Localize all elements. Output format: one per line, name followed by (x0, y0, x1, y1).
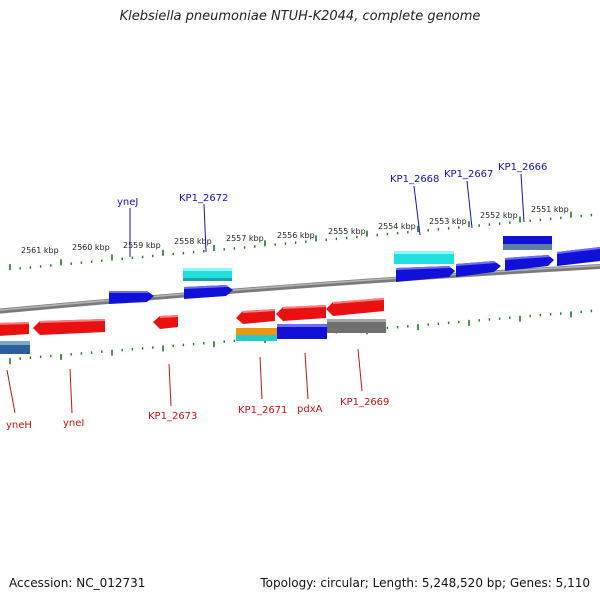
scale-label-2561: 2561 kbp (21, 246, 59, 255)
genome-backbone (0, 264, 600, 314)
other-gene-pdxA[interactable] (277, 324, 327, 339)
scale-label-2554: 2554 kbp (378, 222, 416, 231)
figure-title: Klebsiella pneumoniae NTUH-K2044, comple… (119, 9, 481, 24)
leader-line-KP1_2668 (413, 185, 421, 236)
leader-line-KP1_2671 (259, 356, 263, 400)
scale-label-2560: 2560 kbp (72, 243, 110, 252)
gene-label-KP1_2667[interactable]: KP1_2667 (444, 169, 493, 180)
gene-label-KP1_2668[interactable]: KP1_2668 (390, 174, 439, 185)
gene-label-KP1_2671[interactable]: KP1_2671 (238, 405, 287, 416)
leader-line-KP1_2669 (357, 348, 363, 392)
other-gene-KP1_2666[interactable] (503, 236, 552, 250)
forward-gene-KP1_2668[interactable] (396, 266, 455, 282)
leader-line-yneI (69, 368, 73, 414)
forward-gene-KP1_2667[interactable] (456, 261, 501, 277)
forward-gene-yneJ[interactable] (109, 291, 154, 304)
gene-label-yneH[interactable]: yneH (6, 420, 32, 431)
gene-label-yneI[interactable]: yneI (63, 418, 84, 429)
accession-text: Accession: NC_012731 (9, 576, 146, 590)
other-gene-yneH[interactable] (0, 341, 30, 354)
scale-label-2555: 2555 kbp (328, 227, 366, 236)
forward-gene-KP1_2666[interactable] (505, 255, 554, 271)
leader-line-KP1_2673 (168, 363, 172, 407)
forward-gene-next[interactable] (557, 247, 600, 266)
scale-label-2557: 2557 kbp (226, 234, 264, 243)
forward-gene-KP1_2672[interactable] (184, 285, 233, 299)
rna-gene-KP1_2668[interactable] (394, 251, 454, 264)
scale-label-2552: 2552 kbp (480, 211, 518, 220)
gene-label-KP1_2672[interactable]: KP1_2672 (179, 193, 228, 204)
leader-line-KP1_2672 (203, 203, 207, 253)
gene-label-yneJ[interactable]: yneJ (117, 197, 138, 208)
scale-label-2556: 2556 kbp (277, 231, 315, 240)
reverse-gene-yneH[interactable] (0, 322, 29, 336)
gene-label-KP1_2673[interactable]: KP1_2673 (148, 411, 197, 422)
reverse-gene-KP1_2671[interactable] (236, 309, 275, 324)
reverse-gene-KP1_2669[interactable] (326, 298, 384, 316)
other-gene-KP1_2669[interactable] (327, 319, 386, 333)
reverse-gene-yneI[interactable] (33, 319, 105, 335)
leader-line-KP1_2666 (520, 173, 525, 223)
genome-summary-text: Topology: circular; Length: 5,248,520 bp… (260, 576, 590, 590)
gene-label-KP1_2666[interactable]: KP1_2666 (498, 162, 547, 173)
leader-line-pdxA (304, 352, 309, 400)
scale-label-2559: 2559 kbp (123, 241, 161, 250)
orange-gene-KP1_2671[interactable] (236, 328, 277, 341)
reverse-gene-KP1_2673[interactable] (153, 315, 178, 329)
gene-label-KP1_2669[interactable]: KP1_2669 (340, 397, 389, 408)
top-tick-row (9, 211, 593, 271)
reverse-gene-pdxA[interactable] (276, 305, 326, 321)
leader-line-yneH (6, 369, 16, 414)
scale-label-2553: 2553 kbp (429, 217, 467, 226)
scale-label-2551: 2551 kbp (531, 205, 569, 214)
scale-label-2558: 2558 kbp (174, 237, 212, 246)
leader-line-KP1_2667 (466, 180, 473, 229)
rna-gene-KP1_2672[interactable] (183, 268, 232, 281)
genome-backbone-highlight (0, 264, 600, 311)
gene-label-pdxA[interactable]: pdxA (297, 404, 323, 415)
